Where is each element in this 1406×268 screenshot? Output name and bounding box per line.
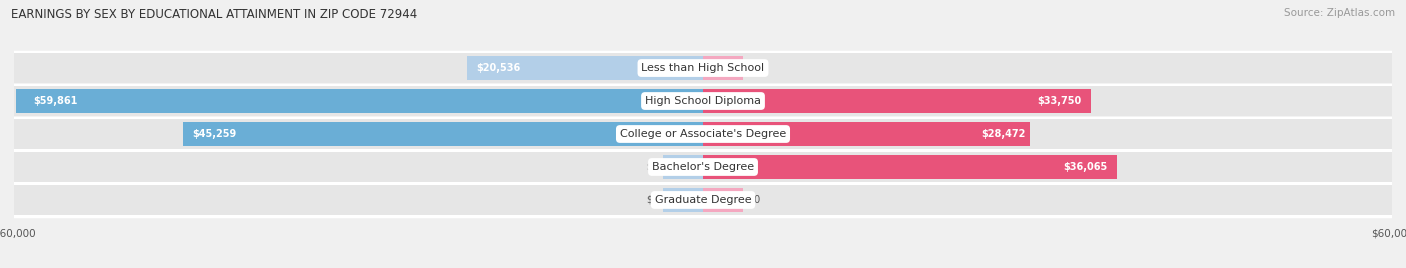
- Text: $59,861: $59,861: [32, 96, 77, 106]
- Bar: [15, 89, 703, 113]
- Bar: [14, 152, 1392, 182]
- Text: $20,536: $20,536: [477, 63, 520, 73]
- Bar: [14, 119, 1392, 149]
- Bar: [662, 155, 703, 179]
- Text: Graduate Degree: Graduate Degree: [655, 195, 751, 205]
- Text: $36,065: $36,065: [1064, 162, 1108, 172]
- Text: EARNINGS BY SEX BY EDUCATIONAL ATTAINMENT IN ZIP CODE 72944: EARNINGS BY SEX BY EDUCATIONAL ATTAINMEN…: [11, 8, 418, 21]
- Bar: [703, 89, 1091, 113]
- Text: Less than High School: Less than High School: [641, 63, 765, 73]
- Text: College or Associate's Degree: College or Associate's Degree: [620, 129, 786, 139]
- Bar: [183, 122, 703, 146]
- Bar: [14, 185, 1392, 215]
- Text: $0: $0: [645, 162, 658, 172]
- Bar: [703, 188, 744, 212]
- Text: $0: $0: [748, 195, 761, 205]
- Bar: [467, 56, 703, 80]
- Bar: [703, 122, 1031, 146]
- Text: Bachelor's Degree: Bachelor's Degree: [652, 162, 754, 172]
- Text: High School Diploma: High School Diploma: [645, 96, 761, 106]
- Text: $28,472: $28,472: [981, 129, 1025, 139]
- Bar: [703, 56, 744, 80]
- Bar: [703, 155, 1118, 179]
- Bar: [14, 86, 1392, 116]
- Text: $0: $0: [748, 63, 761, 73]
- Bar: [662, 188, 703, 212]
- Text: $33,750: $33,750: [1038, 96, 1081, 106]
- Bar: [14, 53, 1392, 83]
- Text: $0: $0: [645, 195, 658, 205]
- Text: $45,259: $45,259: [193, 129, 236, 139]
- Text: Source: ZipAtlas.com: Source: ZipAtlas.com: [1284, 8, 1395, 18]
